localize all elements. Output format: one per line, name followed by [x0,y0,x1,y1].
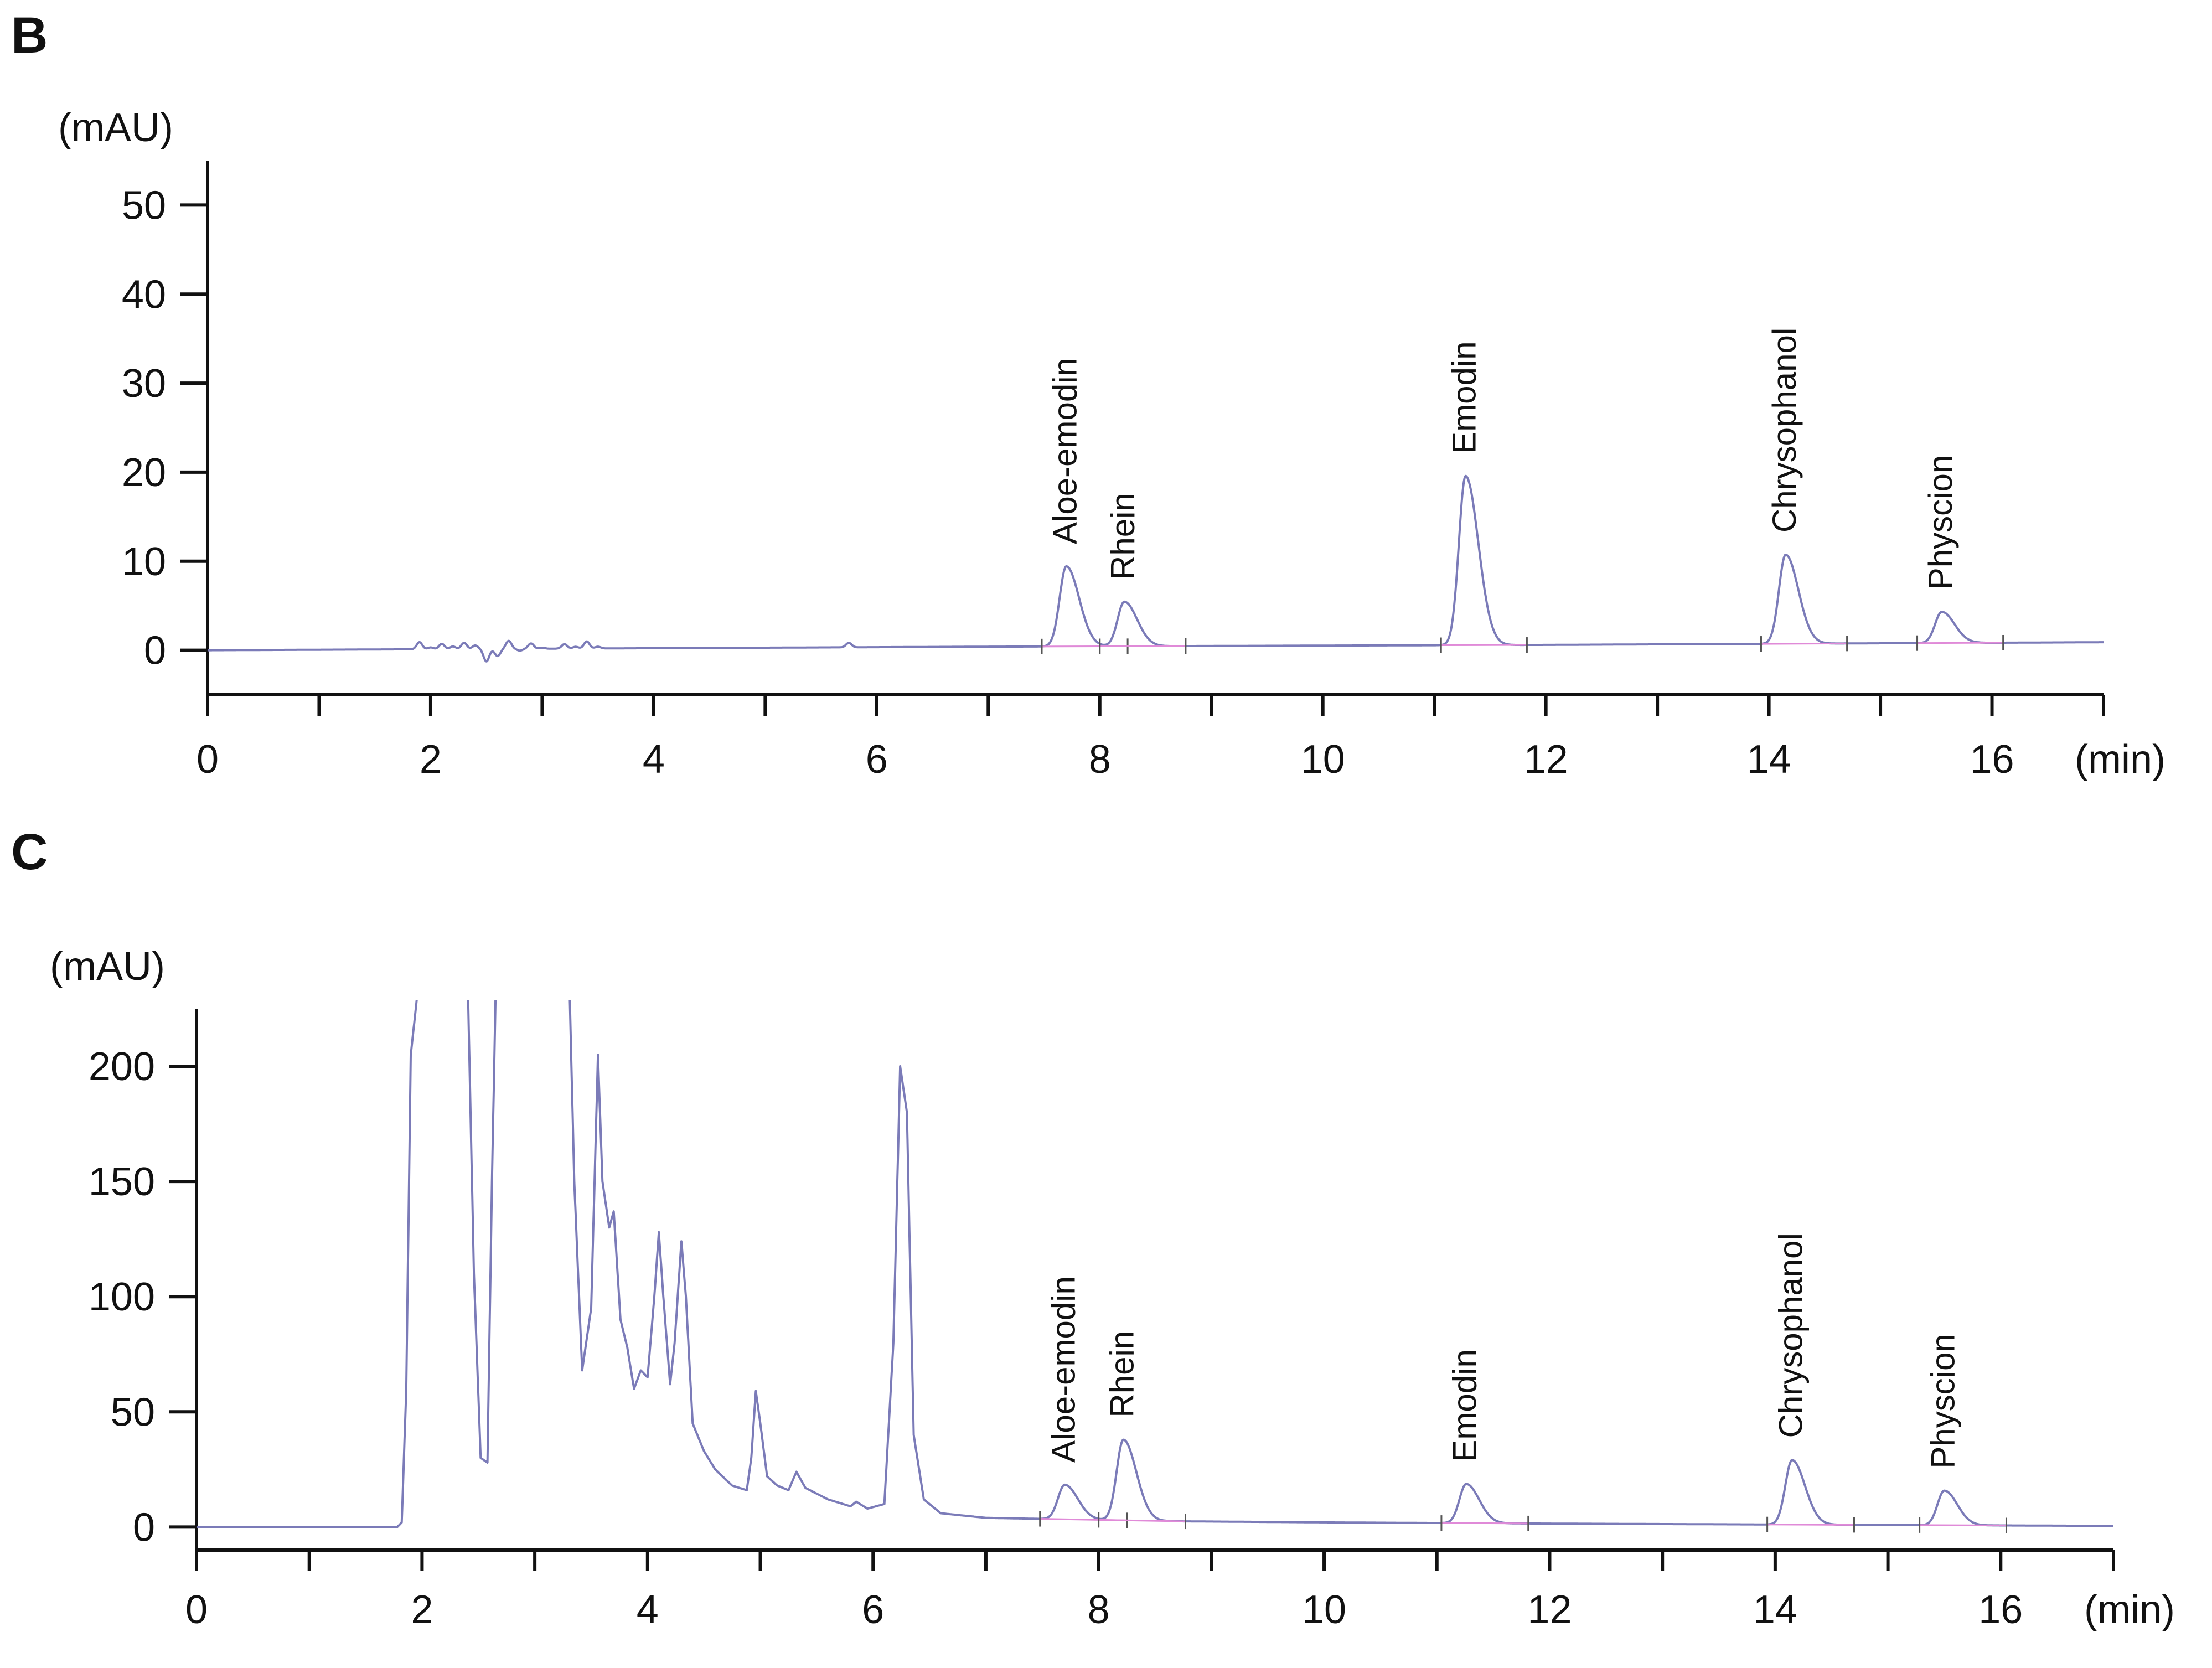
panel-c-integration-baseline [1441,1523,1528,1524]
panel-b-y-tick-label: 30 [122,362,166,406]
panel-c-y-unit: (mAU) [50,944,165,989]
panel-b-y-tick-label: 10 [122,540,166,584]
panel-b: B (mAU) 0 2 4 6 8 10 12 14 16 0 10 20 30 40 50 Aloe-em… [11,7,2166,782]
panel-c-trace [197,963,2113,1527]
panel-b-x-tick-label: 14 [1747,737,1791,782]
panel-b-x-tick-label: 6 [866,737,888,782]
panel-c-peak-labels: Aloe-emodin Rhein Emodin Chrysophanol Physci… [1045,1233,1962,1468]
panel-b-x-tick-label: 12 [1524,737,1568,782]
panel-b-peak-label-chrysophanol: Chrysophanol [1766,328,1803,533]
panel-b-trace [208,476,2104,662]
panel-c-peak-label-physcion: Physcion [1924,1334,1961,1468]
panel-b-letter: B [11,7,48,64]
panel-c-peak-label-aloe-emodin: Aloe-emodin [1045,1276,1082,1463]
panel-c-x-tick-label: 12 [1527,1588,1572,1632]
panel-c-x-tick-label: 6 [862,1588,884,1632]
panel-c-x-unit: (min) [2084,1588,2175,1632]
panel-b-x-unit: (min) [2075,737,2166,782]
panel-c-x-tick-label: 4 [637,1588,659,1632]
panel-c-y-tick-label: 200 [89,1045,155,1089]
panel-b-y-unit: (mAU) [58,106,173,150]
panel-b-y-tick-label: 40 [122,272,166,317]
panel-c-peak-label-emodin: Emodin [1446,1349,1484,1462]
panel-b-y-tick-label: 20 [122,451,166,495]
panel-b-x-tick-label: 2 [420,737,442,782]
panel-c: C (mAU) 0 2 4 6 8 10 12 14 16 0 50 100 150 200 Aloe-e… [11,824,2175,1632]
panel-c-x-tick-label: 10 [1302,1588,1346,1632]
panel-b-integration-baseline [1761,643,1847,644]
panel-c-x-tick-label: 0 [185,1588,208,1632]
panel-c-x-tick-label: 2 [411,1588,433,1632]
panel-b-x-tick-label: 4 [643,737,665,782]
panel-c-x-tick-label: 14 [1753,1588,1797,1632]
panel-b-peak-labels: Aloe-emodin Rhein Emodin Chrysophanol Physci… [1046,328,1959,590]
panel-c-ticks: 0 2 4 6 8 10 12 14 16 0 50 100 150 200 [89,1009,2113,1632]
panel-b-y-tick-label: 0 [144,629,166,673]
panel-c-y-tick-label: 50 [111,1390,155,1434]
panel-c-y-tick-label: 100 [89,1275,155,1319]
panel-b-ticks: 0 2 4 6 8 10 12 14 16 0 10 20 30 40 50 [122,161,2104,782]
panel-b-peak-label-physcion: Physcion [1922,455,1959,590]
panel-c-letter: C [11,824,48,880]
panel-c-x-tick-label: 16 [1978,1588,2023,1632]
panel-c-y-tick-label: 150 [89,1160,155,1204]
panel-b-x-tick-label: 10 [1301,737,1345,782]
panel-b-peak-label-rhein: Rhein [1104,493,1141,580]
panel-c-x-tick-label: 8 [1088,1588,1110,1632]
panel-c-traces [197,963,2113,1533]
panel-b-x-tick-label: 16 [1970,737,2014,782]
panel-b-peak-label-aloe-emodin: Aloe-emodin [1046,358,1083,544]
panel-c-y-tick-label: 0 [133,1505,155,1550]
panel-b-x-tick-label: 0 [197,737,219,782]
panel-b-x-tick-label: 8 [1089,737,1111,782]
panel-c-peak-label-chrysophanol: Chrysophanol [1772,1233,1809,1438]
panel-b-y-tick-label: 50 [122,183,166,228]
panel-b-traces [208,476,2104,662]
panel-c-peak-label-rhein: Rhein [1103,1331,1140,1418]
panel-c-integration-baseline [1920,1525,2007,1526]
panel-b-peak-label-emodin: Emodin [1446,341,1483,453]
